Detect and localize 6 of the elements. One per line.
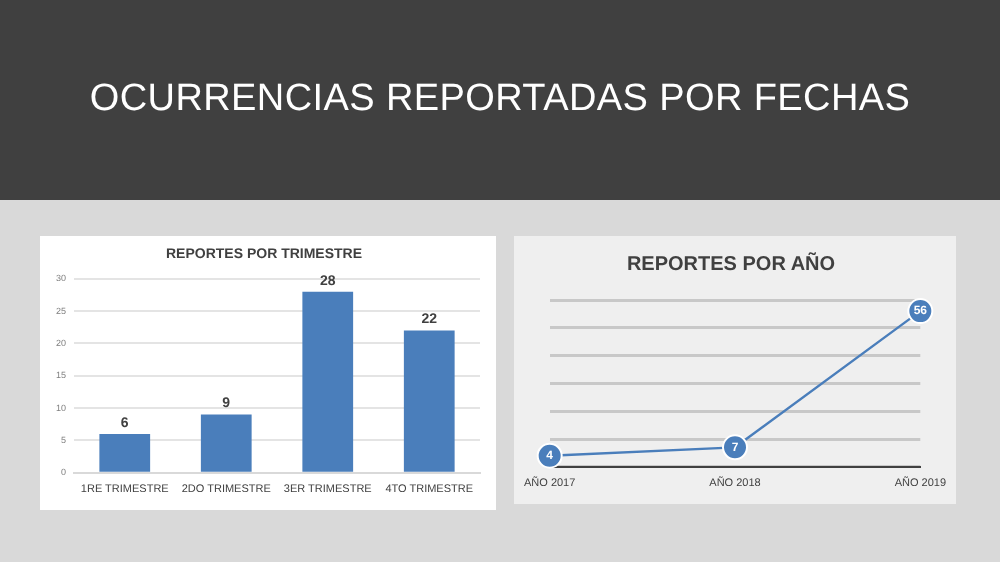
- bar: [403, 330, 455, 472]
- chart-title: REPORTES POR AÑO: [626, 251, 836, 276]
- bar: [99, 434, 151, 472]
- text: OCURRENCIAS REPORTADAS POR FECHAS: [89, 78, 911, 122]
- bar: [302, 291, 354, 472]
- bar: [200, 414, 252, 472]
